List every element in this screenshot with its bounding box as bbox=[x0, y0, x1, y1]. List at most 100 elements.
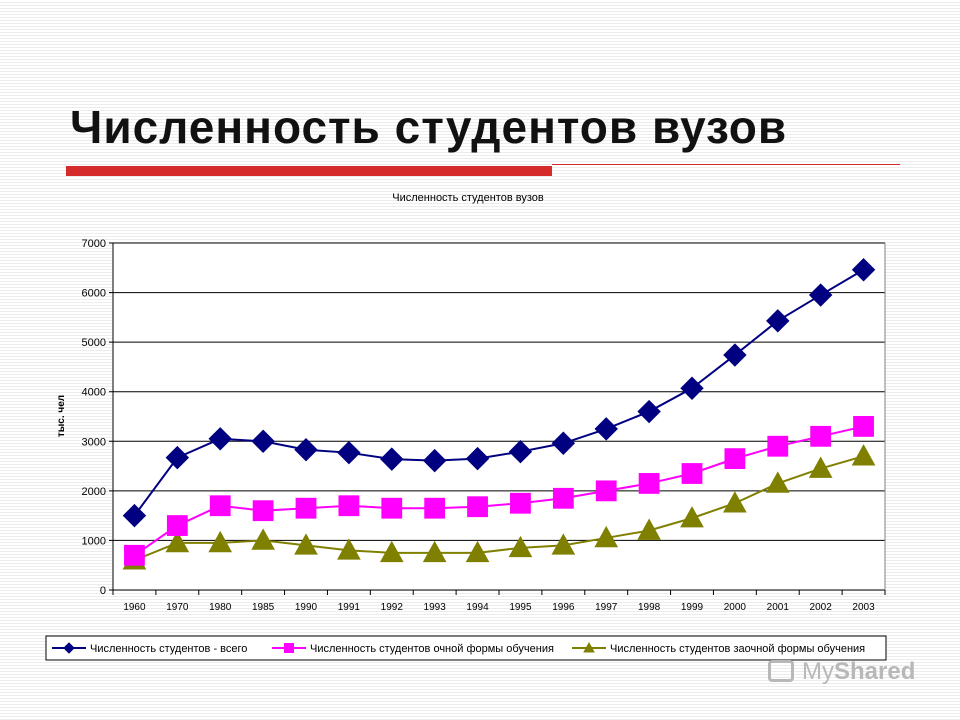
data-point-legend-diamond bbox=[63, 642, 75, 654]
title-accent-line bbox=[552, 164, 900, 165]
data-point-square bbox=[510, 492, 531, 514]
data-point-triangle bbox=[337, 538, 361, 560]
data-point-diamond bbox=[165, 445, 190, 470]
series-diamond bbox=[122, 258, 876, 528]
watermark-text-regular: My bbox=[802, 658, 834, 685]
x-tick-label: 1995 bbox=[509, 602, 532, 613]
watermark-text-bold: Shared bbox=[834, 658, 916, 685]
data-point-diamond bbox=[380, 447, 404, 471]
watermark-text: MyShared bbox=[802, 658, 915, 686]
data-point-square bbox=[595, 480, 617, 502]
legend-label: Численность студентов - всего bbox=[90, 643, 247, 655]
data-point-diamond bbox=[637, 399, 661, 424]
data-point-diamond bbox=[337, 440, 361, 465]
data-point-diamond bbox=[208, 427, 232, 451]
y-tick-label: 4000 bbox=[82, 387, 106, 399]
data-point-diamond bbox=[594, 417, 618, 441]
data-point-triangle bbox=[765, 471, 790, 493]
data-point-square bbox=[209, 495, 231, 517]
data-point-diamond bbox=[680, 376, 704, 400]
data-point-triangle bbox=[808, 456, 833, 478]
x-tick-label: 1992 bbox=[381, 602, 404, 613]
y-tick-label: 2000 bbox=[82, 486, 106, 498]
y-tick-label: 0 bbox=[100, 585, 106, 597]
data-point-triangle bbox=[551, 533, 576, 555]
x-tick-label: 1996 bbox=[552, 602, 575, 613]
data-point-square bbox=[767, 435, 789, 457]
data-point-square bbox=[252, 500, 274, 522]
data-point-square bbox=[810, 425, 832, 447]
data-point-triangle bbox=[165, 530, 190, 553]
data-point-diamond bbox=[422, 448, 447, 473]
data-point-triangle bbox=[680, 506, 704, 528]
series-line-triangle bbox=[134, 455, 864, 562]
data-point-diamond bbox=[808, 283, 833, 307]
data-point-square bbox=[638, 473, 660, 494]
data-point-triangle bbox=[208, 530, 233, 553]
data-point-square bbox=[166, 515, 188, 536]
y-tick-label: 1000 bbox=[82, 535, 106, 547]
x-tick-label: 2003 bbox=[852, 602, 875, 613]
x-tick-label: 1998 bbox=[638, 602, 661, 613]
data-point-square bbox=[681, 463, 703, 484]
data-point-triangle bbox=[637, 518, 661, 540]
x-tick-label: 1990 bbox=[295, 602, 318, 613]
data-point-diamond bbox=[251, 429, 275, 453]
data-point-diamond bbox=[508, 439, 533, 464]
data-point-legend-triangle bbox=[583, 641, 595, 653]
data-point-diamond bbox=[294, 438, 318, 462]
x-tick-label: 1970 bbox=[166, 602, 189, 613]
data-point-square bbox=[853, 416, 874, 437]
data-point-square bbox=[424, 497, 446, 519]
data-point-square bbox=[124, 544, 145, 566]
plot-area bbox=[113, 243, 885, 590]
data-point-diamond bbox=[723, 343, 747, 367]
series-square bbox=[124, 416, 874, 566]
y-tick-label: 6000 bbox=[82, 288, 106, 300]
data-point-triangle bbox=[294, 533, 318, 555]
data-point-diamond bbox=[551, 431, 576, 455]
x-tick-label: 1999 bbox=[681, 602, 704, 613]
y-tick-label: 7000 bbox=[82, 238, 106, 250]
slide-title: Численность студентов вузов bbox=[70, 101, 788, 153]
data-point-diamond bbox=[766, 309, 790, 333]
data-point-triangle bbox=[594, 525, 619, 548]
x-tick-label: 2000 bbox=[724, 602, 747, 613]
data-point-triangle bbox=[851, 444, 876, 466]
title-accent-bar bbox=[66, 166, 552, 176]
data-point-triangle bbox=[251, 528, 275, 550]
y-tick-label: 5000 bbox=[82, 337, 106, 349]
data-point-legend-square bbox=[284, 643, 294, 653]
x-tick-label: 1960 bbox=[123, 602, 146, 613]
mysharer-logo-icon bbox=[768, 660, 794, 682]
x-tick-label: 2002 bbox=[810, 602, 833, 613]
x-tick-label: 2001 bbox=[767, 602, 790, 613]
data-point-square bbox=[724, 448, 746, 470]
x-tick-label: 1991 bbox=[338, 602, 361, 613]
data-point-triangle bbox=[723, 491, 747, 513]
data-point-triangle bbox=[508, 535, 533, 558]
data-point-square bbox=[381, 497, 403, 519]
data-point-diamond bbox=[465, 446, 490, 471]
data-point-triangle bbox=[465, 540, 490, 563]
x-tick-label: 1985 bbox=[252, 602, 275, 613]
y-axis-label: тыс. чел bbox=[56, 395, 67, 437]
x-tick-label: 1997 bbox=[595, 602, 618, 613]
chart-title: Численность студентов вузов bbox=[392, 192, 544, 204]
legend-label: Численность студентов очной формы обучен… bbox=[310, 643, 554, 655]
data-point-square bbox=[552, 487, 574, 509]
data-point-triangle bbox=[379, 540, 404, 563]
data-point-diamond bbox=[851, 258, 876, 282]
x-tick-label: 1994 bbox=[466, 602, 489, 613]
data-point-square bbox=[295, 497, 317, 519]
x-tick-label: 1980 bbox=[209, 602, 232, 613]
data-point-square bbox=[467, 496, 488, 518]
x-tick-label: 1993 bbox=[424, 602, 447, 613]
data-point-diamond bbox=[122, 503, 147, 528]
y-tick-label: 3000 bbox=[82, 436, 106, 448]
data-point-square bbox=[338, 495, 360, 517]
series-triangle bbox=[122, 444, 876, 570]
data-point-triangle bbox=[422, 540, 447, 563]
legend-label: Численность студентов заочной формы обуч… bbox=[610, 643, 865, 655]
